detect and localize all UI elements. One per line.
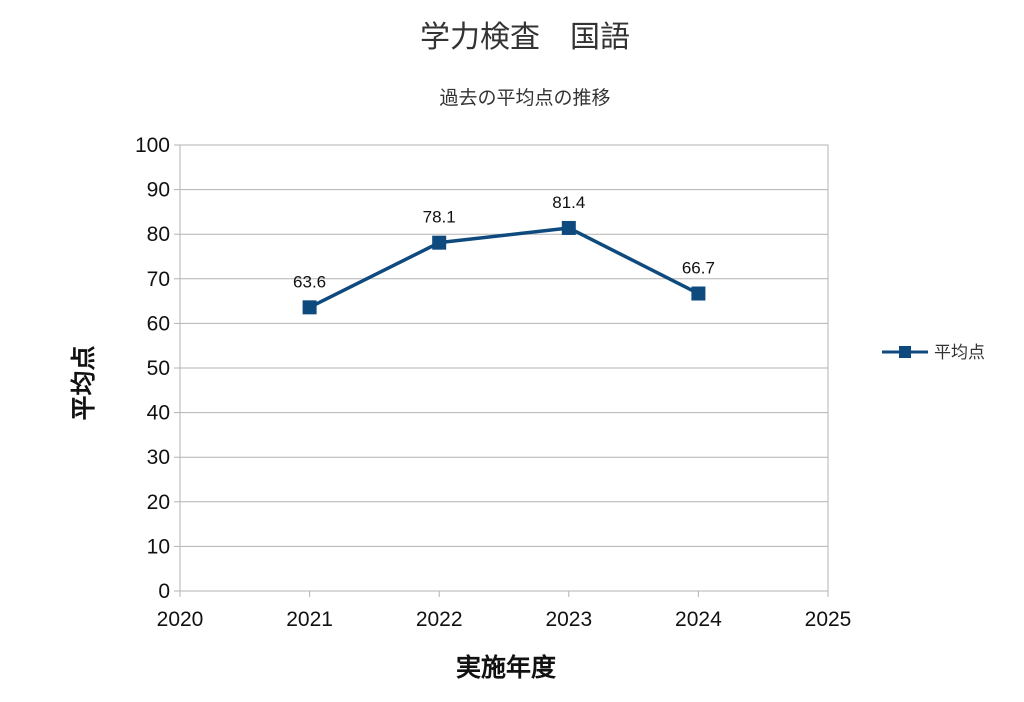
y-tick-label: 30 <box>147 446 170 469</box>
y-axis-ticks: 0 10 20 30 40 50 60 70 80 90 100 <box>135 134 180 603</box>
y-tick-label: 90 <box>147 179 170 202</box>
data-label: 66.7 <box>682 259 715 278</box>
data-label: 81.4 <box>552 193 585 212</box>
y-tick-label: 40 <box>147 402 170 425</box>
y-tick-label: 0 <box>158 580 170 603</box>
data-point-marker <box>561 220 576 235</box>
x-axis-title: 実施年度 <box>456 653 556 682</box>
chart-subtitle: 過去の平均点の推移 <box>439 87 610 109</box>
series-layer: 63.6 78.1 81.4 66.7 <box>293 193 715 315</box>
gridlines <box>180 144 828 592</box>
x-tick-label: 2022 <box>416 608 463 631</box>
data-label: 63.6 <box>293 272 326 291</box>
legend-marker <box>899 346 911 358</box>
y-tick-label: 20 <box>147 491 170 514</box>
legend-label: 平均点 <box>934 343 985 363</box>
y-tick-label: 80 <box>147 223 170 246</box>
data-point-marker <box>432 235 447 250</box>
data-point-marker <box>691 286 706 301</box>
x-tick-label: 2023 <box>545 608 592 631</box>
x-tick-label: 2024 <box>675 608 722 631</box>
series-line <box>308 226 700 309</box>
y-tick-label: 100 <box>135 134 170 157</box>
y-tick-label: 10 <box>147 535 170 558</box>
x-tick-label: 2021 <box>286 608 333 631</box>
x-axis-ticks: 2020 2021 2022 2023 2024 2025 <box>157 591 852 631</box>
y-tick-label: 60 <box>147 312 170 335</box>
y-tick-label: 70 <box>147 268 170 291</box>
data-point-marker <box>302 300 317 315</box>
x-tick-label: 2025 <box>805 608 852 631</box>
legend: 平均点 <box>882 343 985 363</box>
data-label: 78.1 <box>423 208 456 227</box>
y-axis-title: 平均点 <box>69 345 98 420</box>
y-tick-label: 50 <box>147 357 170 380</box>
x-tick-label: 2020 <box>157 608 204 631</box>
chart-title: 学力検査 国語 <box>420 20 630 55</box>
